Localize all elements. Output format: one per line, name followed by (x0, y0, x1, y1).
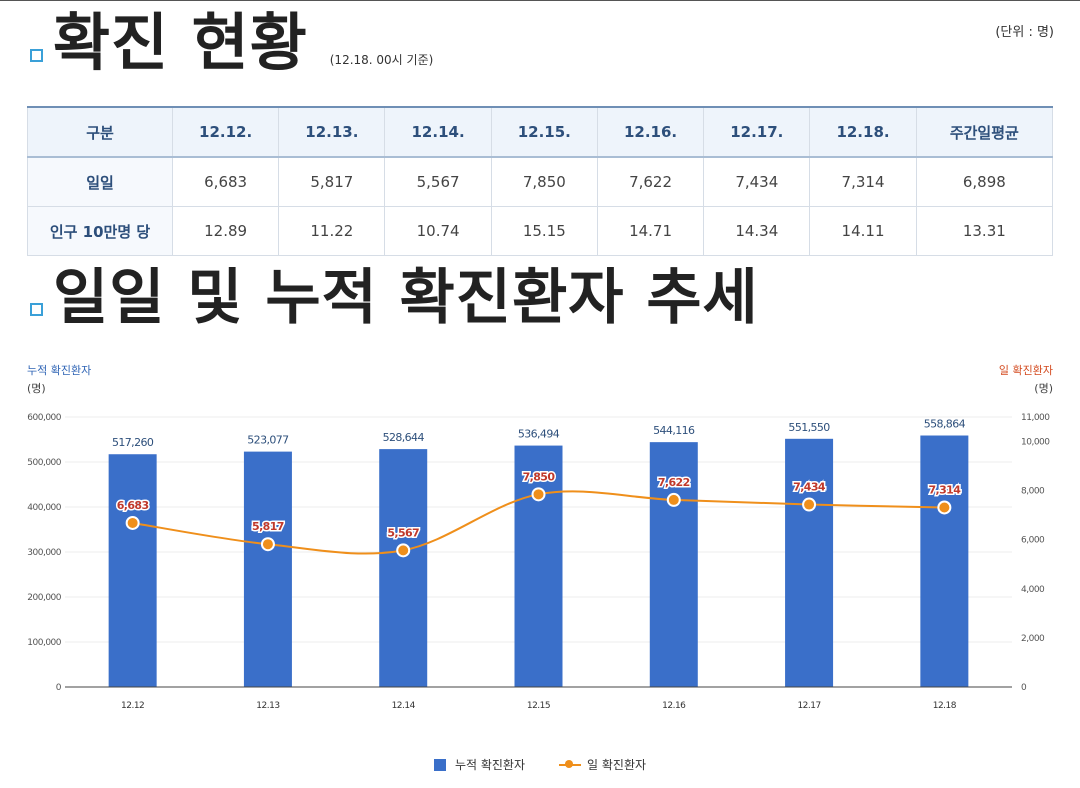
right-tick-label: 6,000 (1021, 536, 1045, 546)
col-header: 12.18. (809, 106, 917, 158)
table-cell: 13.31 (915, 206, 1054, 256)
right-axis-title: 일 확진환자 (999, 363, 1053, 377)
x-tick-label: 12.13 (256, 701, 279, 711)
col-header: 12.15. (490, 106, 598, 158)
x-tick-label: 12.16 (662, 701, 686, 711)
legend-line-swatch-icon (559, 759, 582, 771)
table-cell: 12.89 (171, 206, 280, 256)
table-cell: 5,817 (278, 156, 386, 207)
right-tick-label: 11,000 (1021, 413, 1050, 423)
bar (920, 435, 969, 687)
right-tick-label: 10,000 (1021, 438, 1050, 448)
stats-table: 구분 12.12. 12.13. 12.14. 12.15. 12.16. 12… (27, 106, 1054, 256)
table-row-per-100k: 인구 10만명 당 12.89 11.22 10.74 15.15 14.71 … (27, 206, 1054, 256)
left-tick-label: 200,000 (27, 593, 61, 603)
table-cell: 7,434 (703, 156, 811, 207)
line-value-label: 7,850 (523, 470, 556, 483)
bar-value-label: 544,116 (653, 424, 695, 437)
line-value-label: 7,314 (928, 483, 961, 496)
page-title: 확진 현황 (53, 6, 308, 79)
unit-note: (단위 : 명) (995, 25, 1054, 40)
col-header: 12.16. (596, 106, 705, 158)
left-tick-label: 600,000 (27, 413, 61, 423)
table-cell: 14.71 (596, 206, 705, 256)
right-tick-label: 2,000 (1021, 634, 1045, 644)
col-header: 12.12. (171, 106, 280, 158)
table-cell: 14.34 (703, 206, 811, 256)
left-tick-label: 400,000 (27, 503, 61, 513)
col-header: 12.14. (384, 106, 492, 158)
legend-line-label: 일 확진환자 (587, 758, 647, 772)
bar (514, 445, 563, 687)
table-cell: 11.22 (278, 206, 386, 256)
x-tick-label: 12.14 (392, 701, 416, 711)
legend-bar-swatch-icon (433, 758, 446, 771)
line-value-label: 5,567 (387, 526, 419, 539)
right-axis-unit: (명) (1034, 382, 1053, 395)
right-tick-label: 4,000 (1021, 585, 1045, 595)
section-header-trend: 일일 및 누적 확진환자 추세 (30, 268, 759, 328)
left-tick-label: 100,000 (27, 638, 61, 648)
left-tick-label: 500,000 (27, 458, 61, 468)
table-cell: 5,567 (384, 156, 492, 207)
col-header: 구분 (27, 106, 173, 158)
section-header-status: 확진 현황 (12.18. 00시 기준) (30, 12, 433, 74)
bar (649, 442, 698, 687)
table-cell: 10.74 (384, 206, 492, 256)
bar-value-label: 551,550 (788, 421, 830, 434)
x-tick-label: 12.12 (121, 701, 144, 711)
line-point (666, 492, 681, 507)
line-point (125, 515, 140, 530)
table-row-daily: 일일 6,683 5,817 5,567 7,850 7,622 7,434 7… (27, 156, 1054, 207)
line-point (937, 500, 952, 515)
legend-bar-label: 누적 확진환자 (454, 758, 526, 772)
x-tick-label: 12.15 (527, 701, 550, 711)
section-title: 일일 및 누적 확진환자 추세 (53, 263, 759, 333)
line-point (531, 487, 546, 502)
trend-chart: 누적 확진환자 (명) 일 확진환자 (명) 0 100,000 200,000 300,00… (27, 363, 1053, 711)
table-cell: 6,898 (915, 156, 1054, 207)
left-tick-label: 300,000 (27, 548, 61, 558)
bar-value-label: 528,644 (383, 431, 425, 444)
row-label: 일일 (27, 156, 173, 207)
square-bullet-icon (30, 303, 43, 316)
square-bullet-icon (30, 49, 43, 62)
line-value-label: 7,622 (658, 476, 690, 489)
x-tick-label: 12.18 (933, 701, 957, 711)
basis-date: (12.18. 00시 기준) (329, 53, 434, 67)
table-cell: 15.15 (490, 206, 598, 256)
chart-legend: 누적 확진환자 일 확진환자 (0, 756, 1080, 773)
top-border (0, 0, 1080, 1)
bar-value-label: 558,864 (924, 418, 966, 431)
line-value-label: 5,817 (252, 520, 284, 533)
line-point (802, 497, 817, 512)
x-tick-label: 12.17 (797, 701, 820, 711)
line-value-label: 7,434 (793, 481, 826, 494)
bar-value-label: 523,077 (247, 434, 289, 447)
bar-value-label: 517,260 (112, 436, 154, 449)
line-point (260, 537, 275, 552)
bar (243, 451, 292, 687)
right-tick-label: 0 (1021, 683, 1027, 693)
line-value-label: 6,683 (117, 499, 149, 512)
line-point (396, 543, 411, 558)
table-header-row: 구분 12.12. 12.13. 12.14. 12.15. 12.16. 12… (27, 106, 1054, 158)
right-tick-label: 8,000 (1021, 487, 1045, 497)
table-cell: 7,622 (596, 156, 705, 207)
bar (379, 449, 428, 687)
bar-value-label: 536,494 (518, 428, 560, 441)
left-tick-label: 0 (56, 683, 62, 693)
bar (108, 454, 157, 687)
table-cell: 6,683 (171, 156, 280, 207)
table-cell: 7,314 (809, 156, 917, 207)
left-axis-title: 누적 확진환자 (27, 364, 91, 377)
col-header: 12.17. (703, 106, 811, 158)
table-cell: 14.11 (809, 206, 917, 256)
bar (785, 438, 834, 687)
left-axis-unit: (명) (27, 382, 46, 395)
table-cell: 7,850 (490, 156, 598, 207)
col-header: 12.13. (278, 106, 386, 158)
col-header: 주간일평균 (915, 106, 1054, 158)
row-label: 인구 10만명 당 (27, 206, 173, 256)
